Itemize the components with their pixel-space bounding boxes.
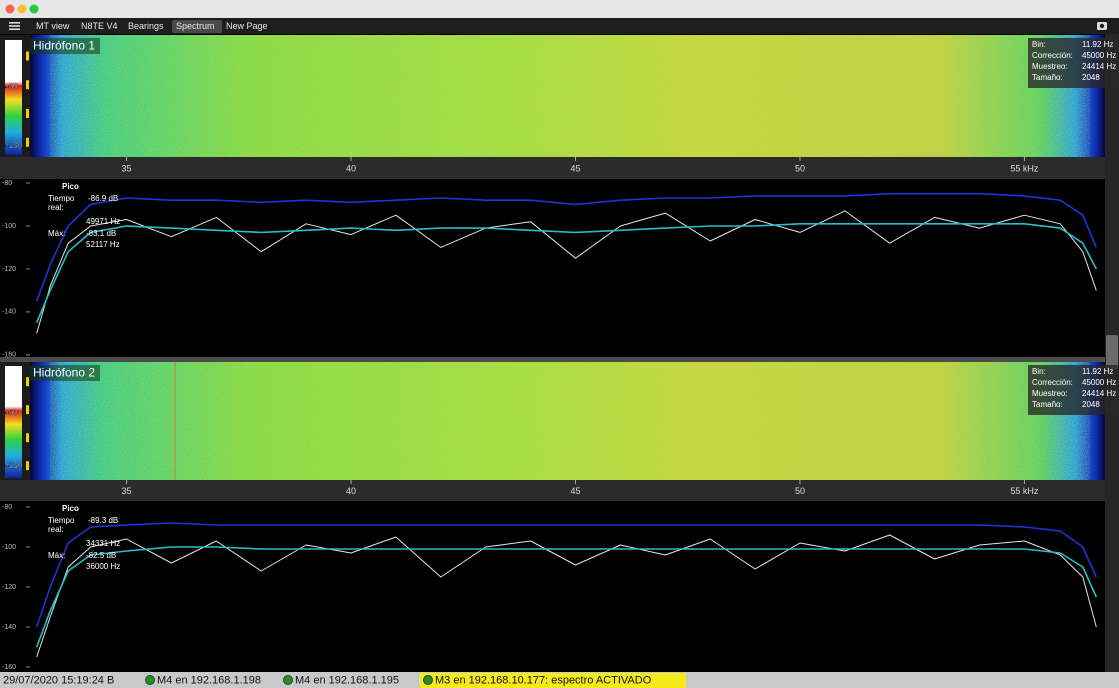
colorbar-tick-label: -60 — [6, 82, 18, 91]
info-value: 2048 — [1082, 73, 1100, 82]
spectrum-plot — [0, 502, 1105, 672]
info-label: Corrección: — [1032, 51, 1073, 60]
readout-realtime-freq: 49971 Hz — [86, 217, 120, 226]
y-tick-label: -100 — [2, 544, 16, 551]
menu-tab[interactable]: New Page — [226, 21, 268, 31]
hamburger-icon[interactable] — [9, 22, 20, 30]
minimize-button[interactable] — [18, 5, 27, 14]
readout-max-label: Máx: — [48, 551, 65, 560]
x-tick-label: 45 — [570, 486, 580, 496]
scrollbar-thumb[interactable] — [1106, 335, 1118, 369]
menu-tab[interactable]: N8TE V4 — [81, 21, 118, 31]
colorbar-handle[interactable] — [26, 109, 29, 118]
x-tick-label: 55 kHz — [1010, 163, 1039, 173]
status-timestamp: 29/07/2020 15:19:24 B — [3, 674, 114, 686]
zoom-button[interactable] — [30, 5, 39, 14]
colorbar-tick-label: -130 — [6, 461, 23, 470]
title-bar — [0, 0, 1119, 18]
x-tick-label: 50 — [795, 486, 805, 496]
readout-peak-label: Pico — [62, 504, 79, 513]
readout-realtime-label: real: — [48, 525, 64, 534]
colorbar-handle[interactable] — [26, 52, 29, 61]
y-tick-label: -120 — [2, 266, 16, 273]
x-tick-label: 55 kHz — [1010, 486, 1039, 496]
info-label: Tamaño: — [1032, 400, 1063, 409]
readout-realtime: -89.3 dB — [88, 516, 118, 525]
readout-max-freq: 36000 Hz — [86, 562, 120, 571]
readout-realtime-label: Tiempo — [48, 516, 75, 525]
y-tick-label: -100 — [2, 223, 16, 230]
spectrogram-noise — [50, 362, 1090, 480]
readout-realtime-freq: 34331 Hz — [86, 539, 120, 548]
info-label: Bin: — [1032, 40, 1046, 49]
spectrogram-noise — [50, 35, 1090, 157]
status-connection: M4 en 192.168.1.198 — [157, 674, 261, 686]
y-tick-label: -160 — [2, 664, 16, 671]
info-label: Muestreo: — [1032, 62, 1068, 71]
colorbar-handle[interactable] — [26, 138, 29, 147]
info-value: 24414 Hz — [1082, 62, 1116, 71]
x-tick-label: 50 — [795, 163, 805, 173]
info-value: 11.92 Hz — [1082, 367, 1113, 376]
readout-max: -82.5 dB — [86, 551, 116, 560]
frequency-axis — [0, 480, 1105, 501]
x-tick-label: 40 — [346, 486, 356, 496]
readout-max: -83.1 dB — [86, 229, 116, 238]
panel-title: Hidrófono 1 — [33, 39, 95, 53]
menu-tab[interactable]: MT view — [36, 21, 70, 31]
info-label: Bin: — [1032, 367, 1046, 376]
x-tick-label: 40 — [346, 163, 356, 173]
colorbar-handle[interactable] — [26, 80, 29, 89]
readout-realtime-label: real: — [48, 203, 64, 212]
y-tick-label: -140 — [2, 309, 16, 316]
status-active: M3 en 192.168.10.177: espectro ACTIVADO — [435, 674, 652, 686]
status-led — [424, 676, 433, 685]
frequency-axis — [0, 157, 1105, 179]
info-value: 45000 Hz — [1082, 378, 1116, 387]
page: MT view N8TE V4 Bearings Spectrum New Page -6… — [0, 0, 1119, 688]
status-connection: M4 en 192.168.1.195 — [295, 674, 399, 686]
colorbar-handle[interactable] — [26, 433, 29, 442]
colorbar-handle[interactable] — [26, 461, 29, 470]
readout-max-freq: 52117 Hz — [86, 240, 120, 249]
readout-realtime-label: Tiempo — [48, 194, 75, 203]
status-led — [146, 676, 155, 685]
colorbar-handle[interactable] — [26, 377, 29, 386]
colorbar-tick-label: -130 — [6, 141, 23, 150]
x-tick-label: 35 — [122, 163, 132, 173]
app-window: MT view N8TE V4 Bearings Spectrum New Page -6… — [0, 0, 1119, 688]
readout-peak-label: Pico — [62, 182, 79, 191]
y-tick-label: -80 — [2, 180, 12, 187]
colorbar-handle[interactable] — [26, 405, 29, 414]
close-button[interactable] — [6, 5, 15, 14]
x-tick-label: 45 — [570, 163, 580, 173]
info-label: Corrección: — [1032, 378, 1073, 387]
info-value: 24414 Hz — [1082, 389, 1116, 398]
menu-bar — [0, 18, 1119, 34]
spectrum-plot — [0, 180, 1105, 357]
camera-icon[interactable] — [1097, 22, 1107, 30]
y-tick-label: -80 — [2, 504, 12, 511]
readout-realtime: -86.9 dB — [88, 194, 118, 203]
panel-title: Hidrófono 2 — [33, 366, 95, 380]
panel-separator — [0, 357, 1105, 362]
colorbar-tick-label: -60 — [6, 408, 18, 417]
colorbar — [5, 40, 22, 155]
info-label: Muestreo: — [1032, 389, 1068, 398]
info-value: 11.92 Hz — [1082, 40, 1113, 49]
menu-tab[interactable]: Bearings — [128, 21, 164, 31]
info-value: 45000 Hz — [1082, 51, 1116, 60]
status-led — [284, 676, 293, 685]
info-label: Tamaño: — [1032, 73, 1063, 82]
y-tick-label: -120 — [2, 584, 16, 591]
x-tick-label: 35 — [122, 486, 132, 496]
y-tick-label: -140 — [2, 624, 16, 631]
info-value: 2048 — [1082, 400, 1100, 409]
readout-max-label: Máx: — [48, 229, 65, 238]
menu-tab[interactable]: Spectrum — [176, 21, 215, 31]
